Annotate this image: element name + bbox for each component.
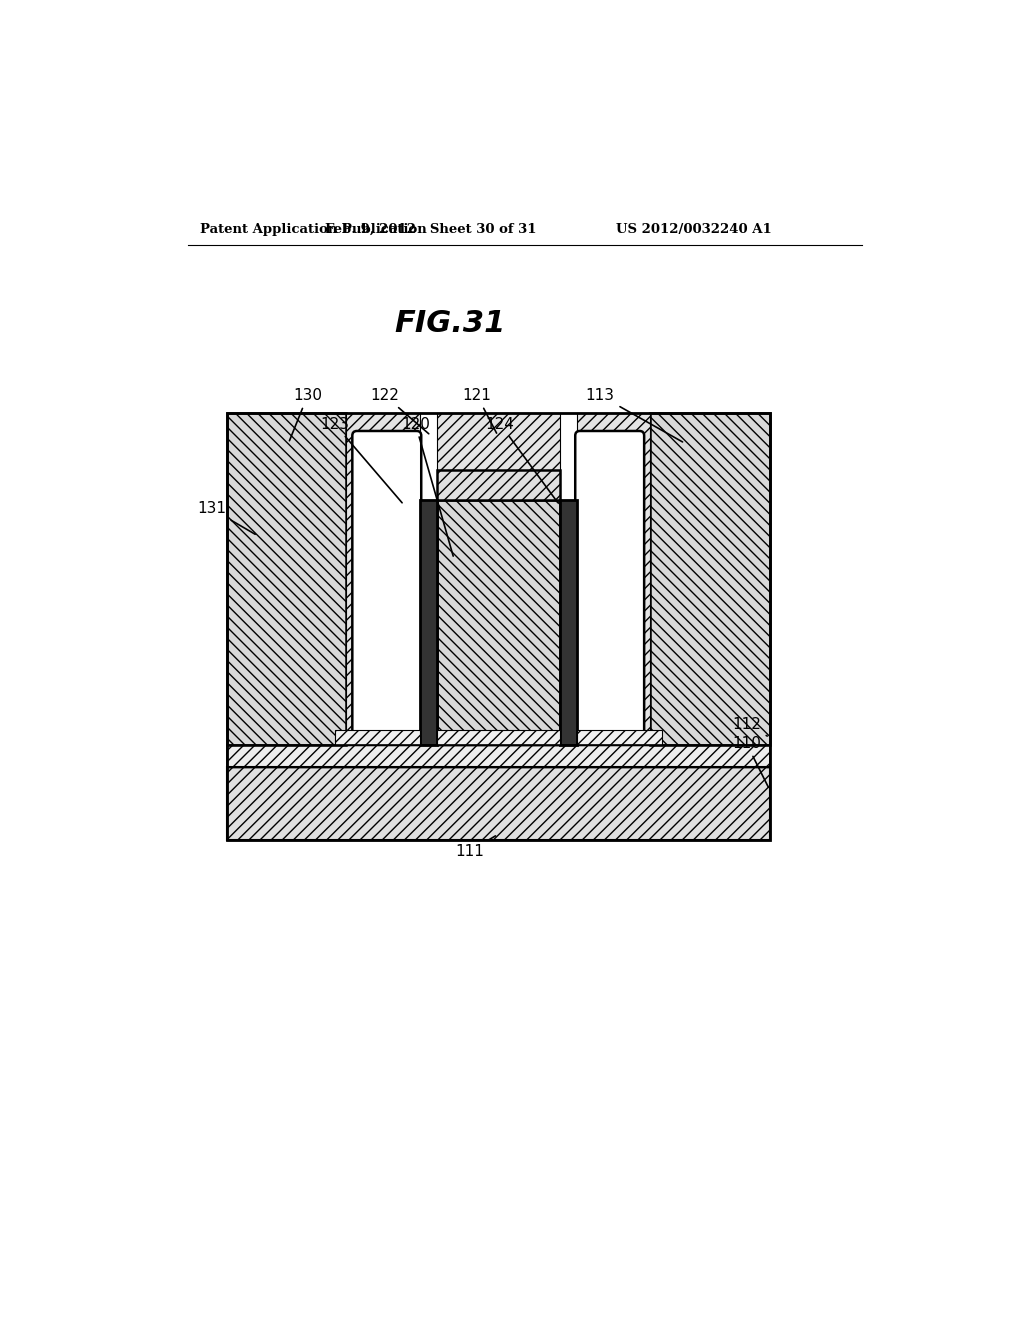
Polygon shape [226, 744, 770, 767]
FancyBboxPatch shape [575, 430, 644, 744]
Text: Patent Application Publication: Patent Application Publication [200, 223, 427, 236]
Text: 123: 123 [321, 417, 402, 503]
Text: 122: 122 [371, 388, 429, 434]
Polygon shape [226, 412, 346, 744]
Polygon shape [346, 412, 420, 744]
Text: 131: 131 [197, 502, 255, 535]
Bar [226, 767, 770, 840]
Text: US 2012/0032240 A1: US 2012/0032240 A1 [615, 223, 771, 236]
Polygon shape [420, 499, 436, 744]
Text: 130: 130 [290, 388, 323, 441]
Polygon shape [436, 412, 560, 744]
Polygon shape [436, 735, 560, 744]
Polygon shape [560, 499, 577, 744]
Text: 112: 112 [732, 717, 767, 737]
FancyBboxPatch shape [352, 430, 421, 744]
Text: 120: 120 [401, 417, 454, 556]
Bar [226, 413, 770, 840]
Polygon shape [436, 470, 560, 499]
Text: Feb. 9, 2012   Sheet 30 of 31: Feb. 9, 2012 Sheet 30 of 31 [325, 223, 537, 236]
Text: 124: 124 [485, 417, 558, 503]
Polygon shape [577, 730, 662, 744]
Polygon shape [335, 730, 420, 744]
Text: 111: 111 [455, 836, 496, 859]
Polygon shape [436, 730, 560, 744]
Polygon shape [226, 767, 770, 840]
Text: 113: 113 [586, 388, 683, 442]
Bar [226, 744, 770, 767]
Polygon shape [650, 412, 770, 744]
Text: 110: 110 [732, 737, 768, 787]
Text: 121: 121 [463, 388, 497, 433]
Polygon shape [577, 412, 650, 744]
Text: FIG.31: FIG.31 [394, 309, 506, 338]
Polygon shape [436, 499, 560, 735]
